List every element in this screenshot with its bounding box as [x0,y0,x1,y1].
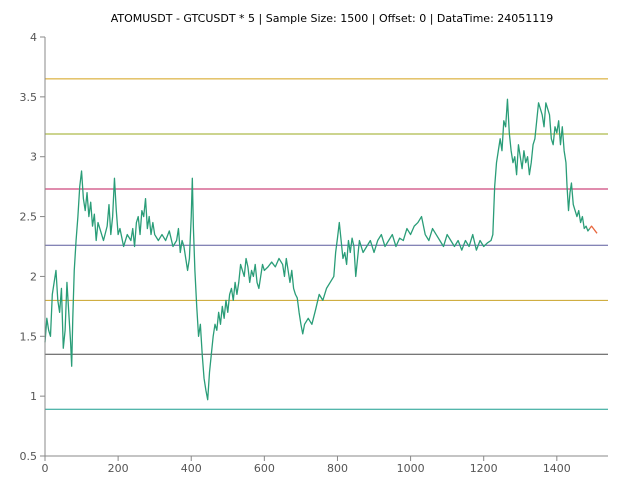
y-tick-label: 4 [30,31,37,44]
axes [44,37,608,457]
series-line-1 [44,98,591,401]
x-tick-label: 200 [108,462,129,475]
y-tick-label: 3 [30,151,37,164]
x-tick-label: 800 [327,462,348,475]
y-tick-label: 0.5 [20,450,38,463]
series-line-2 [589,225,598,234]
y-tick-label: 2.5 [20,211,38,224]
x-tick-label: 1200 [470,462,498,475]
x-tick-label: 400 [181,462,202,475]
x-axis-ticks: 0 200 400 600 800 1000 1200 1400 [42,456,571,475]
y-axis-ticks: 0.5 1 1.5 2 2.5 3 3.5 4 [20,31,45,463]
x-tick-label: 1000 [397,462,425,475]
y-tick-label: 3.5 [20,91,38,104]
series-lines [44,98,598,401]
x-tick-label: 0 [42,462,49,475]
y-tick-label: 2 [30,270,37,283]
y-tick-label: 1.5 [20,330,38,343]
chart-title: ATOMUSDT - GTCUSDT * 5 | Sample Size: 15… [111,12,554,25]
x-tick-label: 1400 [543,462,571,475]
x-tick-label: 600 [254,462,275,475]
y-tick-label: 1 [30,390,37,403]
horizontal-levels [45,78,608,410]
